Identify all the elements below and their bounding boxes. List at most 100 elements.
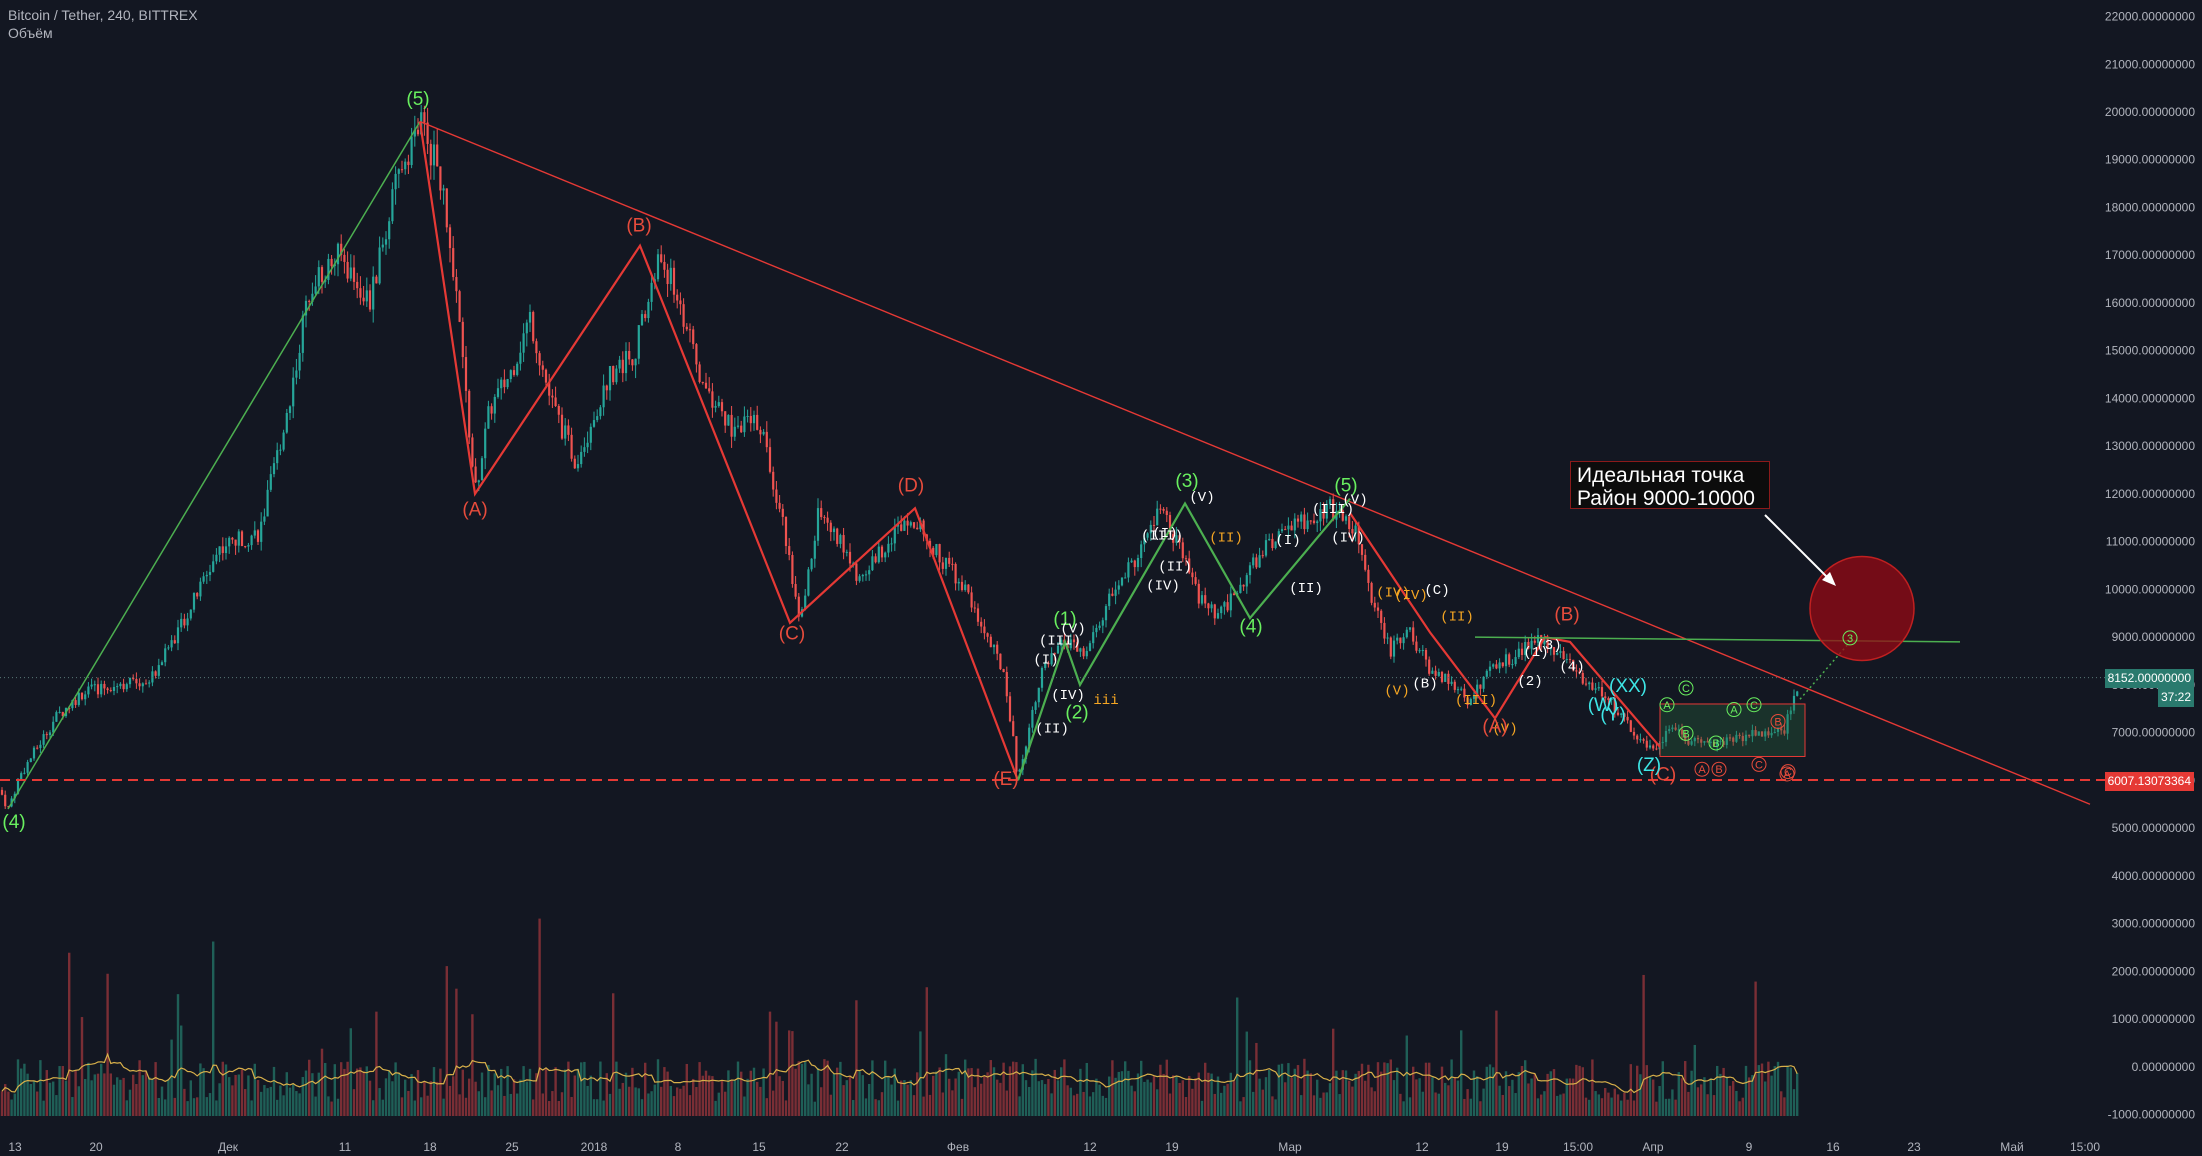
volume-bar — [890, 1084, 893, 1116]
volume-bar — [1546, 1073, 1549, 1116]
candle-body — [218, 546, 221, 555]
volume-bar — [439, 1068, 442, 1116]
volume-bar — [176, 994, 180, 1116]
candle-body — [1351, 529, 1354, 534]
candle-body — [1210, 604, 1213, 609]
candle-body — [317, 267, 320, 287]
candle-body — [1690, 741, 1693, 745]
volume-bar — [71, 1097, 74, 1116]
volume-bar — [1213, 1093, 1216, 1116]
volume-bar — [1652, 1079, 1655, 1116]
volume-bar — [288, 1087, 292, 1116]
candle-body — [1341, 510, 1344, 521]
time-tick-label: 12 — [1083, 1140, 1097, 1154]
volume-bar — [740, 1071, 743, 1116]
candle-body — [1322, 509, 1325, 519]
candle-body — [647, 301, 650, 319]
candle-body — [285, 412, 288, 433]
candle-body — [122, 683, 125, 690]
candle-body — [724, 411, 727, 426]
annotation-arrow-line — [1764, 514, 1833, 583]
price-tick-label: 13000.00000000 — [2105, 439, 2195, 453]
candle-body — [106, 688, 109, 691]
volume-bar — [1181, 1080, 1184, 1116]
candle-body — [1156, 508, 1159, 526]
candle-body — [1626, 716, 1629, 721]
candle-body — [1076, 642, 1079, 652]
volume-bar — [464, 1097, 468, 1116]
volume-bar — [100, 1063, 103, 1116]
candle-body — [1696, 738, 1700, 740]
candle-body — [890, 543, 893, 545]
candle-body — [1671, 727, 1674, 730]
candle-body — [621, 359, 624, 374]
candle-body — [116, 686, 119, 688]
wave-label: B — [1712, 738, 1719, 750]
time-tick-label: Апр — [1642, 1140, 1664, 1154]
candle-body — [1383, 622, 1386, 639]
volume-bar — [1789, 1067, 1792, 1116]
candle-body — [1572, 659, 1575, 671]
volume-bar — [519, 1079, 522, 1116]
volume-bar — [1300, 1095, 1303, 1116]
volume-bar — [1005, 1090, 1008, 1116]
candle-body — [1613, 697, 1616, 713]
candle-body — [1220, 606, 1223, 614]
wave-label: A — [1663, 700, 1671, 712]
volume-bar — [900, 1080, 903, 1116]
volume-bar — [1418, 1078, 1421, 1116]
volume-bar — [477, 1091, 480, 1116]
candle-body — [909, 522, 912, 526]
volume-bar — [1732, 1081, 1735, 1116]
candle-body — [224, 546, 228, 554]
volume-bar — [1175, 1076, 1178, 1116]
candle-body — [1140, 544, 1143, 559]
candle-body — [1709, 741, 1712, 743]
candle-body — [1680, 729, 1684, 735]
volume-bar — [196, 1097, 199, 1116]
candle-body — [192, 592, 196, 610]
volume-bar — [1533, 1073, 1536, 1116]
candle-body — [52, 721, 55, 733]
candle-body — [1664, 730, 1668, 743]
candle-body — [663, 261, 666, 270]
price-tick-label: 11000.00000000 — [2106, 535, 2196, 549]
volume-bar — [842, 1085, 845, 1116]
volume-bar — [416, 1070, 420, 1116]
volume-bar — [192, 1098, 196, 1116]
volume-bar — [1434, 1092, 1437, 1116]
volume-bar — [26, 1073, 29, 1116]
candlesticks — [0, 104, 1799, 810]
volume-bar — [1626, 1099, 1629, 1116]
volume-bar — [199, 1063, 202, 1116]
candle-body — [1274, 541, 1277, 549]
volume-bar — [58, 1066, 61, 1116]
volume-bar — [1735, 1090, 1738, 1116]
candle-body — [1767, 731, 1770, 736]
candle-body — [263, 516, 266, 522]
volume-bar — [362, 1071, 365, 1116]
candle-body — [26, 762, 29, 773]
volume-bar — [807, 1084, 810, 1116]
volume-bar — [1466, 1089, 1469, 1116]
volume-bar — [1082, 1091, 1085, 1116]
wave-label: (Y) — [1600, 705, 1625, 726]
candle-body — [144, 683, 148, 685]
wave-label-ring — [1746, 697, 1762, 713]
candle-body — [288, 406, 292, 413]
candle-body — [1559, 651, 1562, 653]
candle-body — [199, 581, 202, 597]
volume-bar — [1719, 1073, 1722, 1116]
wave-label: (1) — [1523, 645, 1548, 661]
candle-body — [580, 451, 583, 465]
volume-bar — [983, 1075, 986, 1116]
candle-body — [1549, 647, 1552, 650]
volume-bar — [32, 1080, 36, 1116]
candle-body — [506, 379, 509, 388]
candle-body — [96, 684, 100, 695]
candle-body — [679, 300, 682, 305]
candle-body — [1181, 542, 1184, 559]
candle-body — [893, 526, 896, 544]
volume-bar — [1303, 1058, 1306, 1116]
